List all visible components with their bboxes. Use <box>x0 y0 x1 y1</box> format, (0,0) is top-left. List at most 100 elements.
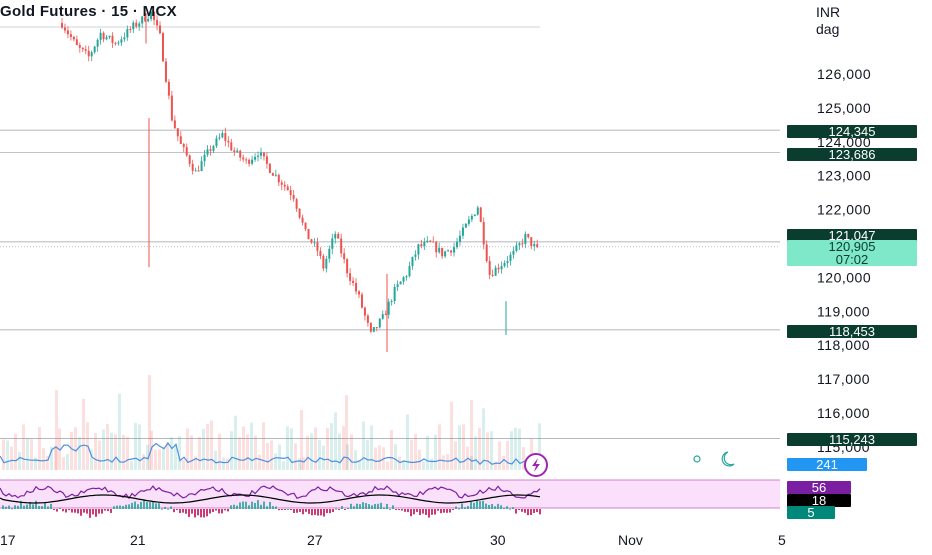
oscillator-bar <box>500 505 502 509</box>
oscillator-bar <box>254 502 256 509</box>
oscillator-bar <box>11 508 13 510</box>
oscillator-bar <box>302 509 304 515</box>
volume-bar <box>194 456 197 470</box>
candle-body <box>491 274 494 276</box>
candle-body <box>75 39 78 46</box>
y-tick-label: 125,000 <box>817 100 871 116</box>
candle-body <box>343 253 346 260</box>
candle-body <box>176 128 179 137</box>
volume-bar <box>178 436 181 470</box>
symbol-title[interactable]: Gold Futures · 15 · MCX <box>0 3 177 20</box>
candle-body <box>458 235 461 242</box>
oscillator-bar <box>296 509 298 513</box>
candle-body <box>369 322 372 332</box>
volume-bar <box>66 454 69 470</box>
volume-bar <box>422 461 425 470</box>
volume-bar <box>126 436 129 470</box>
oscillator-bar <box>263 501 265 509</box>
candle-body <box>135 22 138 27</box>
oscillator-bar <box>533 509 535 513</box>
candle-body <box>295 199 298 209</box>
oscillator-bar <box>125 504 127 509</box>
volume-bar <box>298 458 301 470</box>
candle-body <box>298 208 301 218</box>
candle-body <box>488 261 491 275</box>
volume-bar <box>46 455 49 470</box>
oscillator-bar <box>179 509 181 514</box>
oscillator-bar <box>413 509 415 515</box>
volume-bar <box>414 433 417 470</box>
oscillator-bar <box>2 505 4 509</box>
candle-body <box>378 318 381 328</box>
theme-toggle[interactable] <box>693 451 735 467</box>
candle-body <box>402 277 405 282</box>
oscillator-bar <box>38 505 40 509</box>
volume-bar <box>266 442 269 470</box>
volume-bar <box>366 440 369 470</box>
currency-unit[interactable]: INR dag <box>816 4 840 38</box>
oscillator-bar <box>401 509 403 511</box>
volume-bar <box>150 430 153 470</box>
oscillator-bar <box>116 505 118 509</box>
candle-body <box>399 281 402 285</box>
volume-bar <box>338 433 341 470</box>
volume-bar <box>390 429 393 470</box>
rsi-signal-tag: 18 <box>787 494 851 507</box>
candle-body <box>164 61 167 82</box>
volume-bar <box>482 408 485 470</box>
oscillator-bar <box>47 506 49 509</box>
oscillator-bar <box>23 505 25 509</box>
oscillator-bar <box>506 506 508 509</box>
volume-bar <box>450 401 453 470</box>
candle-body <box>66 30 69 35</box>
oscillator-bar <box>389 508 391 510</box>
sun-icon[interactable] <box>693 455 701 463</box>
candle-body <box>533 244 536 247</box>
candle-body <box>405 276 408 278</box>
oscillator-bar <box>71 509 73 513</box>
volume-bar <box>70 431 73 470</box>
candle-body <box>141 16 144 24</box>
oscillator-bar <box>119 505 121 509</box>
volume-bar <box>274 453 277 470</box>
oscillator-bar <box>41 506 43 509</box>
candle-body <box>265 156 268 164</box>
volume-bar <box>114 434 117 470</box>
candle-body <box>473 214 476 216</box>
oscillator-bar <box>77 509 79 514</box>
x-tick-label: 27 <box>307 532 323 548</box>
currency-label: INR <box>816 4 841 20</box>
oscillator-bar <box>248 505 250 509</box>
candle-body <box>259 152 262 156</box>
candle-body <box>494 267 497 276</box>
oscillator-bar <box>233 504 235 509</box>
candle-body <box>262 152 265 157</box>
volume-bar <box>386 461 389 470</box>
candle-body <box>426 240 429 242</box>
oscillator-bar <box>191 509 193 514</box>
candle-body <box>161 33 164 62</box>
y-tick-label: 117,000 <box>817 371 870 387</box>
replay-button[interactable] <box>524 453 548 477</box>
oscillator-bar <box>146 501 148 509</box>
oscillator-bar <box>524 509 526 513</box>
candle-body <box>197 170 200 172</box>
candle-body <box>289 190 292 196</box>
candle-body <box>239 150 242 158</box>
oscillator-bar <box>497 503 499 509</box>
volume-bar <box>186 428 189 470</box>
y-tick-label: 123,000 <box>817 168 871 184</box>
oscillator-bar <box>527 509 529 516</box>
price-level-tag: 123,686 <box>787 148 917 161</box>
volume-bar <box>6 440 9 470</box>
volume-bar <box>498 441 501 470</box>
moon-icon[interactable] <box>721 451 735 467</box>
volume-bar <box>342 426 345 470</box>
candle-body <box>363 307 366 316</box>
rsi-line <box>0 485 541 500</box>
volume-bar <box>206 423 209 470</box>
last-price-value: 120,905 <box>828 239 876 254</box>
candle-body <box>84 49 87 51</box>
